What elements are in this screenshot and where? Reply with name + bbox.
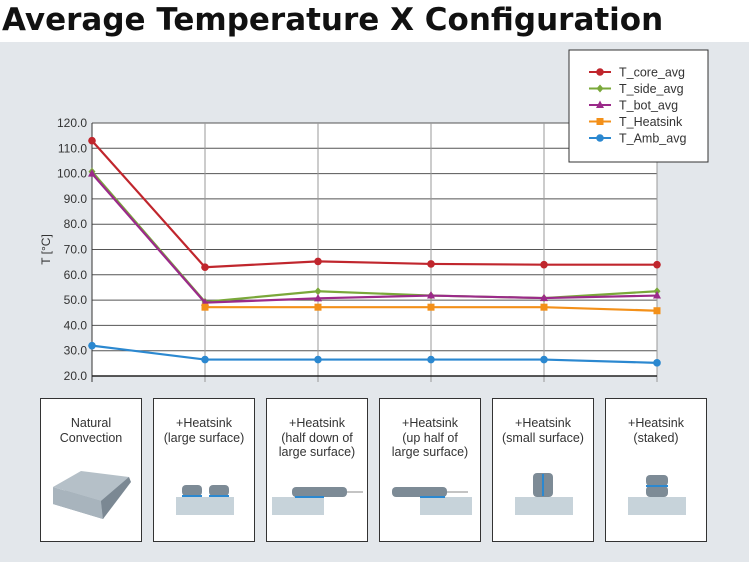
data-point-T_Amb_avg — [88, 341, 96, 350]
data-point-T_Amb_avg — [314, 355, 322, 364]
configuration-illustration — [515, 473, 573, 515]
data-point-T_core_avg — [653, 260, 661, 269]
panel-label: large surface) — [278, 445, 356, 459]
series-line-T_Amb_avg — [91, 344, 658, 364]
configuration-illustration — [53, 471, 131, 519]
data-point-T_Amb_avg — [201, 355, 209, 364]
y-tick-label: 40.0 — [64, 318, 88, 332]
configuration-panel: +Heatsink (up half of large surface) — [379, 398, 481, 542]
series-line-T_core_avg — [91, 139, 657, 269]
y-tick-label: 30.0 — [64, 344, 88, 358]
legend-marker — [596, 68, 604, 76]
panel-label: Natural — [70, 416, 112, 430]
line-chart: 20.0 30.0 40.0 50.0 60.0 70.0 80.0 90.0 100.0 110… — [39, 49, 709, 383]
data-point-T_Amb_avg — [540, 355, 548, 364]
configuration-panel: +Heatsink (staked) — [605, 398, 707, 542]
panel-label: +Heatsink — [289, 416, 345, 430]
panel-label: (small surface) — [502, 430, 584, 445]
configuration-illustration — [272, 487, 363, 515]
data-point-T_Heatsink — [314, 303, 322, 311]
y-tick-label: 110.0 — [58, 141, 87, 155]
legend-marker — [596, 84, 604, 93]
configuration-illustration — [392, 487, 472, 515]
panel-label: (up half of — [402, 430, 458, 445]
data-point-T_Amb_avg — [653, 359, 661, 367]
configuration-panel: +Heatsink (large surface) — [153, 398, 255, 542]
legend-label: T_core_avg — [619, 66, 685, 80]
panel-label: +Heatsink — [515, 416, 571, 430]
legend-marker — [596, 134, 604, 142]
data-point-T_Heatsink — [653, 307, 661, 315]
data-point-T_Heatsink — [540, 303, 548, 311]
y-tick-label: 80.0 — [64, 217, 88, 231]
data-point-T_bot_avg — [540, 293, 548, 302]
data-point-T_core_avg — [540, 260, 548, 269]
data-point-T_bot_avg — [653, 291, 661, 299]
panel-label: Convection — [59, 430, 123, 445]
data-point-T_Amb_avg — [427, 355, 435, 364]
y-tick-label: 100.0 — [57, 167, 87, 181]
data-point-T_core_avg — [314, 257, 322, 266]
y-axis-label: T [°C] — [39, 234, 53, 265]
panel-label: (staked) — [633, 430, 679, 445]
data-point-T_Heatsink — [201, 303, 209, 311]
data-point-T_Heatsink — [427, 303, 435, 311]
legend-label: T_Heatsink — [619, 115, 683, 129]
y-tick-label: 90.0 — [64, 192, 88, 206]
panel-label: (large surface) — [163, 430, 245, 445]
legend-marker — [596, 118, 604, 125]
configuration-illustration — [176, 485, 234, 515]
data-point-T_core_avg — [427, 260, 435, 268]
y-tick-label: 50.0 — [64, 293, 88, 307]
configuration-panel: +Heatsink (small surface) — [492, 398, 594, 542]
legend-label: T_bot_avg — [619, 99, 678, 113]
configuration-illustration — [628, 475, 686, 515]
data-point-T_core_avg — [88, 136, 96, 145]
panel-label: (half down of — [281, 430, 353, 445]
data-point-T_bot_avg — [314, 293, 322, 302]
data-point-T_bot_avg — [427, 291, 435, 299]
legend-label: T_side_avg — [619, 82, 684, 96]
panel-label: +Heatsink — [176, 416, 232, 430]
panel-label: +Heatsink — [402, 416, 458, 430]
y-tick-label: 120.0 — [57, 116, 87, 130]
y-tick-label: 20.0 — [64, 369, 88, 383]
series-line-T_bot_avg — [91, 172, 658, 304]
y-tick-label: 70.0 — [64, 243, 88, 257]
legend-label: T_Amb_avg — [619, 132, 686, 146]
configuration-panel: +Heatsink (half down of large surface) — [266, 398, 368, 542]
page-title: Average Temperature X Configuration — [0, 0, 749, 42]
data-point-T_side_avg — [314, 287, 322, 296]
legend-marker — [596, 100, 604, 108]
panel-label: large surface) — [391, 445, 469, 459]
data-point-T_bot_avg — [88, 169, 96, 177]
y-tick-label: 60.0 — [64, 268, 88, 282]
panel-label: +Heatsink — [628, 416, 684, 430]
configuration-panel: Natural Convection — [40, 398, 142, 542]
data-point-T_core_avg — [201, 263, 209, 272]
